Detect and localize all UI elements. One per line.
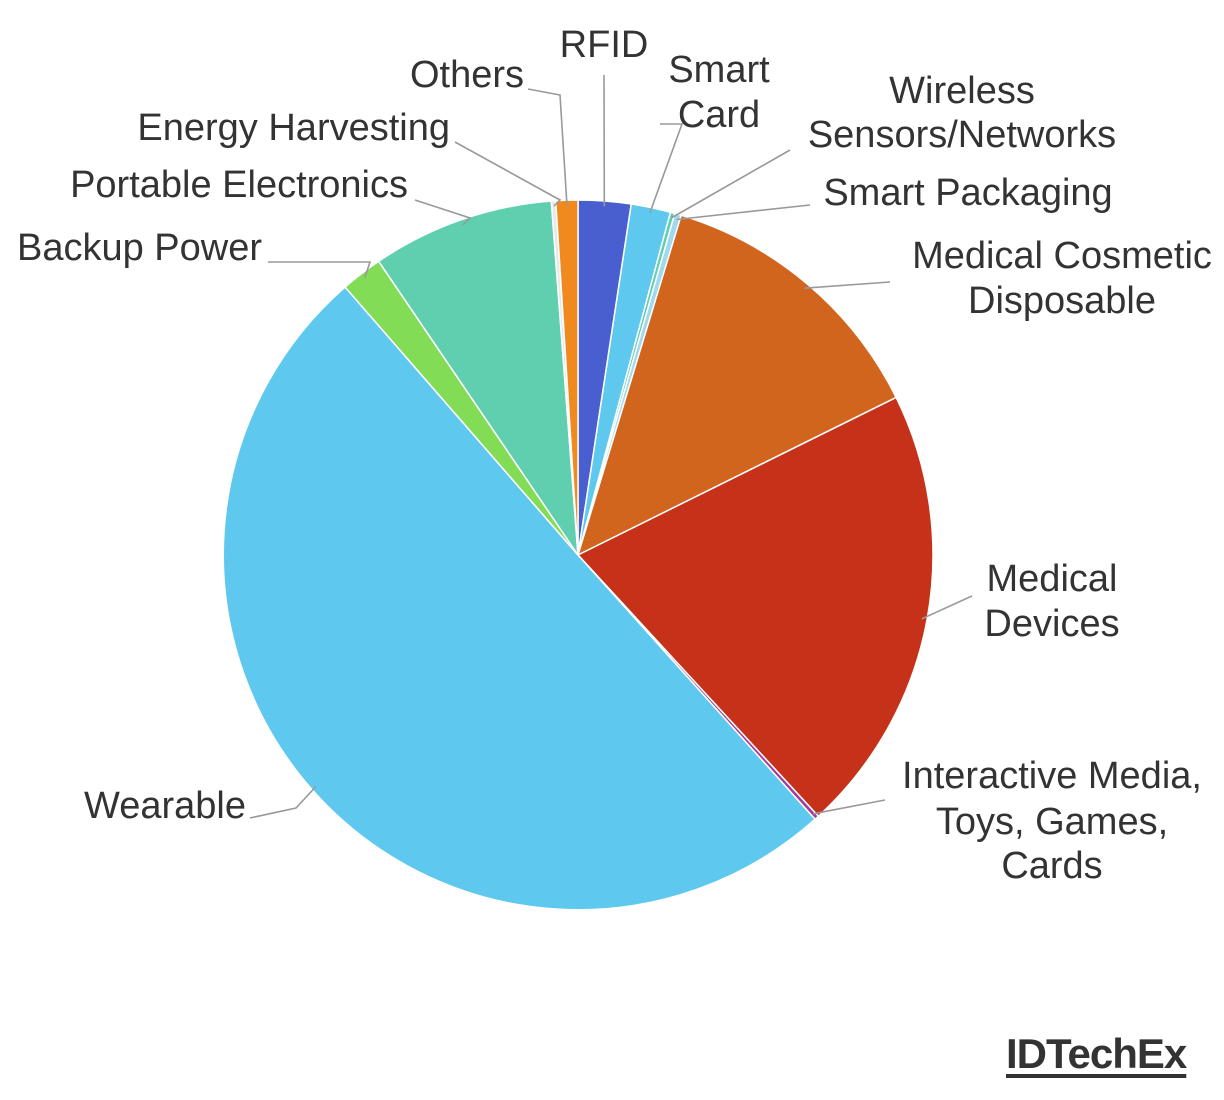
leader-smart-packaging <box>676 204 811 221</box>
slice-medical-devices <box>576 396 934 818</box>
label-others: Others <box>410 54 524 96</box>
leader-wearable <box>249 785 317 819</box>
slice-medical-cosmetic-disposable <box>576 214 898 557</box>
leader-backup-power <box>268 261 372 279</box>
leader-lines <box>249 74 973 819</box>
label-rfid: RFID <box>560 24 649 66</box>
label-energy-harvesting: Energy Harvesting <box>137 107 450 149</box>
leader-interactive-media-toys-games-cards <box>812 799 886 815</box>
label-backup-power: Backup Power <box>17 227 262 269</box>
leader-energy-harvesting <box>454 141 562 207</box>
leader-wireless-sensors-networks <box>670 149 791 219</box>
leader-medical-devices <box>921 595 973 620</box>
label-interactive-media-toys-games-cards: Interactive Media, Toys, Games, Cards <box>902 755 1202 887</box>
leader-smart-card <box>649 123 684 214</box>
label-wearable: Wearable <box>84 785 246 827</box>
brand-logo: IDTechEx <box>1006 1030 1187 1077</box>
label-portable-electronics: Portable Electronics <box>70 164 408 206</box>
leader-medical-cosmetic-disposable <box>804 281 891 289</box>
leader-others <box>527 88 568 206</box>
slice-portable-electronics <box>377 200 579 558</box>
label-smart-packaging: Smart Packaging <box>823 172 1112 214</box>
label-medical-cosmetic-disposable: Medical Cosmetic Disposable <box>912 235 1212 322</box>
label-wireless-sensors-networks: Wireless Sensors/Networks <box>808 70 1116 156</box>
slice-labels: RFID Smart Card Wireless Sensors/Networks Sma… <box>17 24 1212 887</box>
pie-slices <box>222 199 934 911</box>
label-smart-card: Smart Card <box>668 49 770 136</box>
leader-portable-electronics <box>414 199 472 226</box>
label-medical-devices: Medical Devices <box>984 558 1119 645</box>
